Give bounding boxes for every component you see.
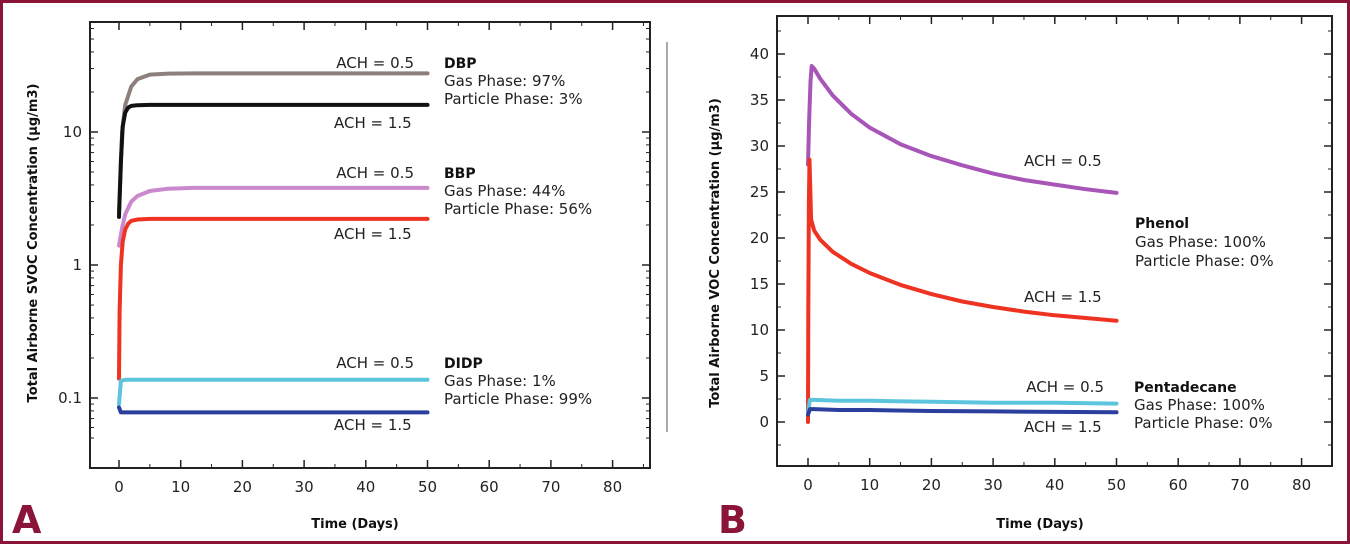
bbp-name: BBP	[444, 166, 476, 182]
phenol-ach-top-label: ACH = 0.5	[1024, 152, 1102, 170]
pentadecane-gas-phase: Gas Phase: 100%	[1134, 396, 1265, 414]
panel-a-x-tick-label: 60	[480, 478, 499, 496]
panel-b-x-tick-label: 40	[1045, 476, 1064, 494]
panel-a-x-tick-label: 50	[418, 478, 437, 496]
pentadecane-particle-phase: Particle Phase: 0%	[1134, 414, 1273, 432]
dbp-ach-top-label: ACH = 0.5	[336, 54, 414, 72]
panel-a-y-tick-label: 0.1	[58, 389, 82, 407]
phenol-gas-phase: Gas Phase: 100%	[1135, 233, 1266, 251]
panel-b-x-tick-label: 10	[860, 476, 879, 494]
panel-b-y-tick-label: 5	[759, 367, 769, 385]
dbp-gas-phase: Gas Phase: 97%	[444, 72, 565, 90]
panel-b-x-tick-label: 50	[1107, 476, 1126, 494]
panel-a: A 0 10 20 30 40 50 60 70 80 0.1 1 10 Time (Days) To…	[12, 21, 651, 542]
panel-b-series-line-4	[806, 407, 1119, 417]
panel-b-y-tick-label: 0	[759, 413, 769, 431]
didp-ach-bottom-label: ACH = 1.5	[334, 416, 412, 434]
panel-b-x-tick-label: 30	[984, 476, 1003, 494]
didp-gas-phase: Gas Phase: 1%	[444, 372, 556, 390]
panel-b-y-tick-label: 35	[750, 91, 769, 109]
panel-b-series-line-2	[806, 157, 1119, 424]
panel-a-series-line-5	[117, 377, 430, 407]
panel-b-y-tick-label: 30	[750, 137, 769, 155]
panel-b-x-tick-label: 60	[1169, 476, 1188, 494]
panel-a-x-tick-label: 40	[356, 478, 375, 496]
phenol-ach-bottom-label: ACH = 1.5	[1024, 288, 1102, 306]
panel-a-x-tick-label: 0	[114, 478, 124, 496]
panel-a-series-line-4	[117, 216, 430, 381]
panel-b-y-tick-label: 40	[750, 45, 769, 63]
panel-b-x-axis-title: Time (Days)	[996, 517, 1083, 532]
didp-name: DIDP	[444, 356, 483, 372]
panel-b-y-axis-title: Total Airborne VOC Concentration (µg/m3)	[708, 98, 723, 408]
pentadecane-ach-top-label: ACH = 0.5	[1026, 378, 1104, 396]
panel-a-series	[117, 71, 430, 415]
pentadecane-ach-bottom-label: ACH = 1.5	[1024, 418, 1102, 436]
panel-a-y-axis-title: Total Airborne SVOC Concentration (µg/m3…	[26, 84, 41, 403]
dbp-name: DBP	[444, 56, 477, 72]
panel-b-y-tick-label: 10	[750, 321, 769, 339]
dbp-ach-bottom-label: ACH = 1.5	[334, 114, 412, 132]
panel-a-series-line-3	[117, 185, 430, 248]
panel-a-series-line-6	[117, 405, 430, 415]
bbp-particle-phase: Particle Phase: 56%	[444, 200, 592, 218]
panel-a-axes: 0 10 20 30 40 50 60 70 80 0.1 1 10	[58, 21, 651, 496]
bbp-ach-top-label: ACH = 0.5	[336, 164, 414, 182]
panel-b: B 0 10 20 30 40 50 60 70 80 0 5 10 15 20 25 30 35 40 Time…	[708, 15, 1333, 542]
panel-b-x-tick-label: 80	[1292, 476, 1311, 494]
panel-b-x-tick-label: 0	[803, 476, 813, 494]
panel-a-x-tick-label: 10	[171, 478, 190, 496]
didp-particle-phase: Particle Phase: 99%	[444, 390, 592, 408]
panel-b-series-line-1	[806, 64, 1119, 195]
bbp-ach-bottom-label: ACH = 1.5	[334, 225, 412, 243]
panel-a-series-line-2	[117, 102, 430, 219]
panel-letter-a: A	[12, 498, 42, 542]
phenol-particle-phase: Particle Phase: 0%	[1135, 252, 1274, 270]
didp-ach-top-label: ACH = 0.5	[336, 354, 414, 372]
phenol-name: Phenol	[1135, 216, 1189, 232]
panel-a-plot-frame	[89, 21, 651, 469]
panel-a-series-line-1	[117, 71, 430, 215]
panel-a-x-tick-label: 80	[603, 478, 622, 496]
panel-b-y-tick-label: 25	[750, 183, 769, 201]
bbp-gas-phase: Gas Phase: 44%	[444, 182, 565, 200]
panel-b-series-line-3	[806, 397, 1119, 415]
panel-b-y-tick-label: 15	[750, 275, 769, 293]
panel-a-x-tick-label: 70	[541, 478, 560, 496]
panel-b-series	[806, 64, 1119, 424]
panel-b-x-tick-label: 20	[922, 476, 941, 494]
panel-a-y-tick-label: 10	[63, 123, 82, 141]
panel-letter-b: B	[718, 498, 747, 542]
pentadecane-name: Pentadecane	[1134, 380, 1237, 396]
panel-b-axes: 0 10 20 30 40 50 60 70 80 0 5 10 15 20 25 30 35 40	[750, 15, 1333, 494]
panel-b-y-tick-label: 20	[750, 229, 769, 247]
panel-a-x-tick-label: 30	[295, 478, 314, 496]
panel-b-x-tick-label: 70	[1230, 476, 1249, 494]
panel-a-x-tick-label: 20	[233, 478, 252, 496]
panel-a-x-axis-title: Time (Days)	[311, 517, 398, 532]
dbp-particle-phase: Particle Phase: 3%	[444, 90, 583, 108]
panel-a-y-tick-label: 1	[72, 256, 82, 274]
